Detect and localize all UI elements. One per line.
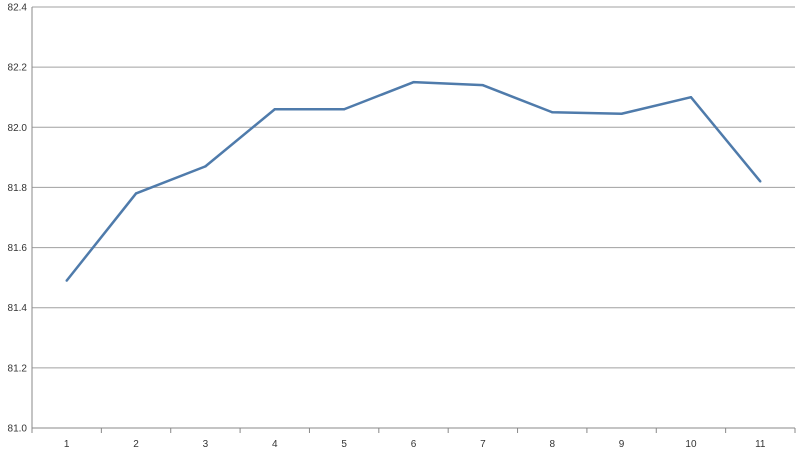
data-point	[134, 192, 138, 195]
data-point	[481, 83, 485, 87]
data-point	[273, 108, 276, 111]
data-point	[65, 279, 68, 282]
x-tick-label: 5	[341, 439, 347, 450]
x-tick-label: 8	[549, 439, 555, 450]
data-point	[689, 96, 693, 99]
x-tick-label: 1	[64, 439, 70, 450]
x-tick-label: 11	[755, 439, 766, 450]
x-tick-label: 2	[133, 439, 139, 450]
y-tick-label: 81.6	[8, 243, 28, 254]
data-point	[551, 111, 554, 114]
series-line	[65, 80, 762, 282]
x-tick-label: 7	[480, 439, 486, 450]
data-point	[412, 80, 415, 84]
x-tick-label: 3	[203, 439, 209, 450]
data-point	[759, 180, 762, 183]
x-tick-label: 6	[411, 439, 417, 450]
y-tick-label: 81.0	[8, 424, 28, 435]
x-tick-label: 10	[685, 439, 697, 450]
data-point	[620, 112, 623, 115]
x-tick-label: 9	[619, 439, 625, 450]
y-tick-label: 82.0	[8, 123, 28, 134]
y-tick-label: 82.2	[8, 63, 28, 74]
y-tick-label: 81.2	[8, 363, 28, 374]
data-point	[204, 165, 207, 168]
y-tick-label: 82.4	[8, 3, 28, 14]
y-tick-label: 81.8	[8, 183, 28, 194]
data-point	[342, 108, 346, 111]
x-tick-label: 4	[272, 439, 278, 450]
y-tick-label: 81.4	[8, 303, 28, 314]
